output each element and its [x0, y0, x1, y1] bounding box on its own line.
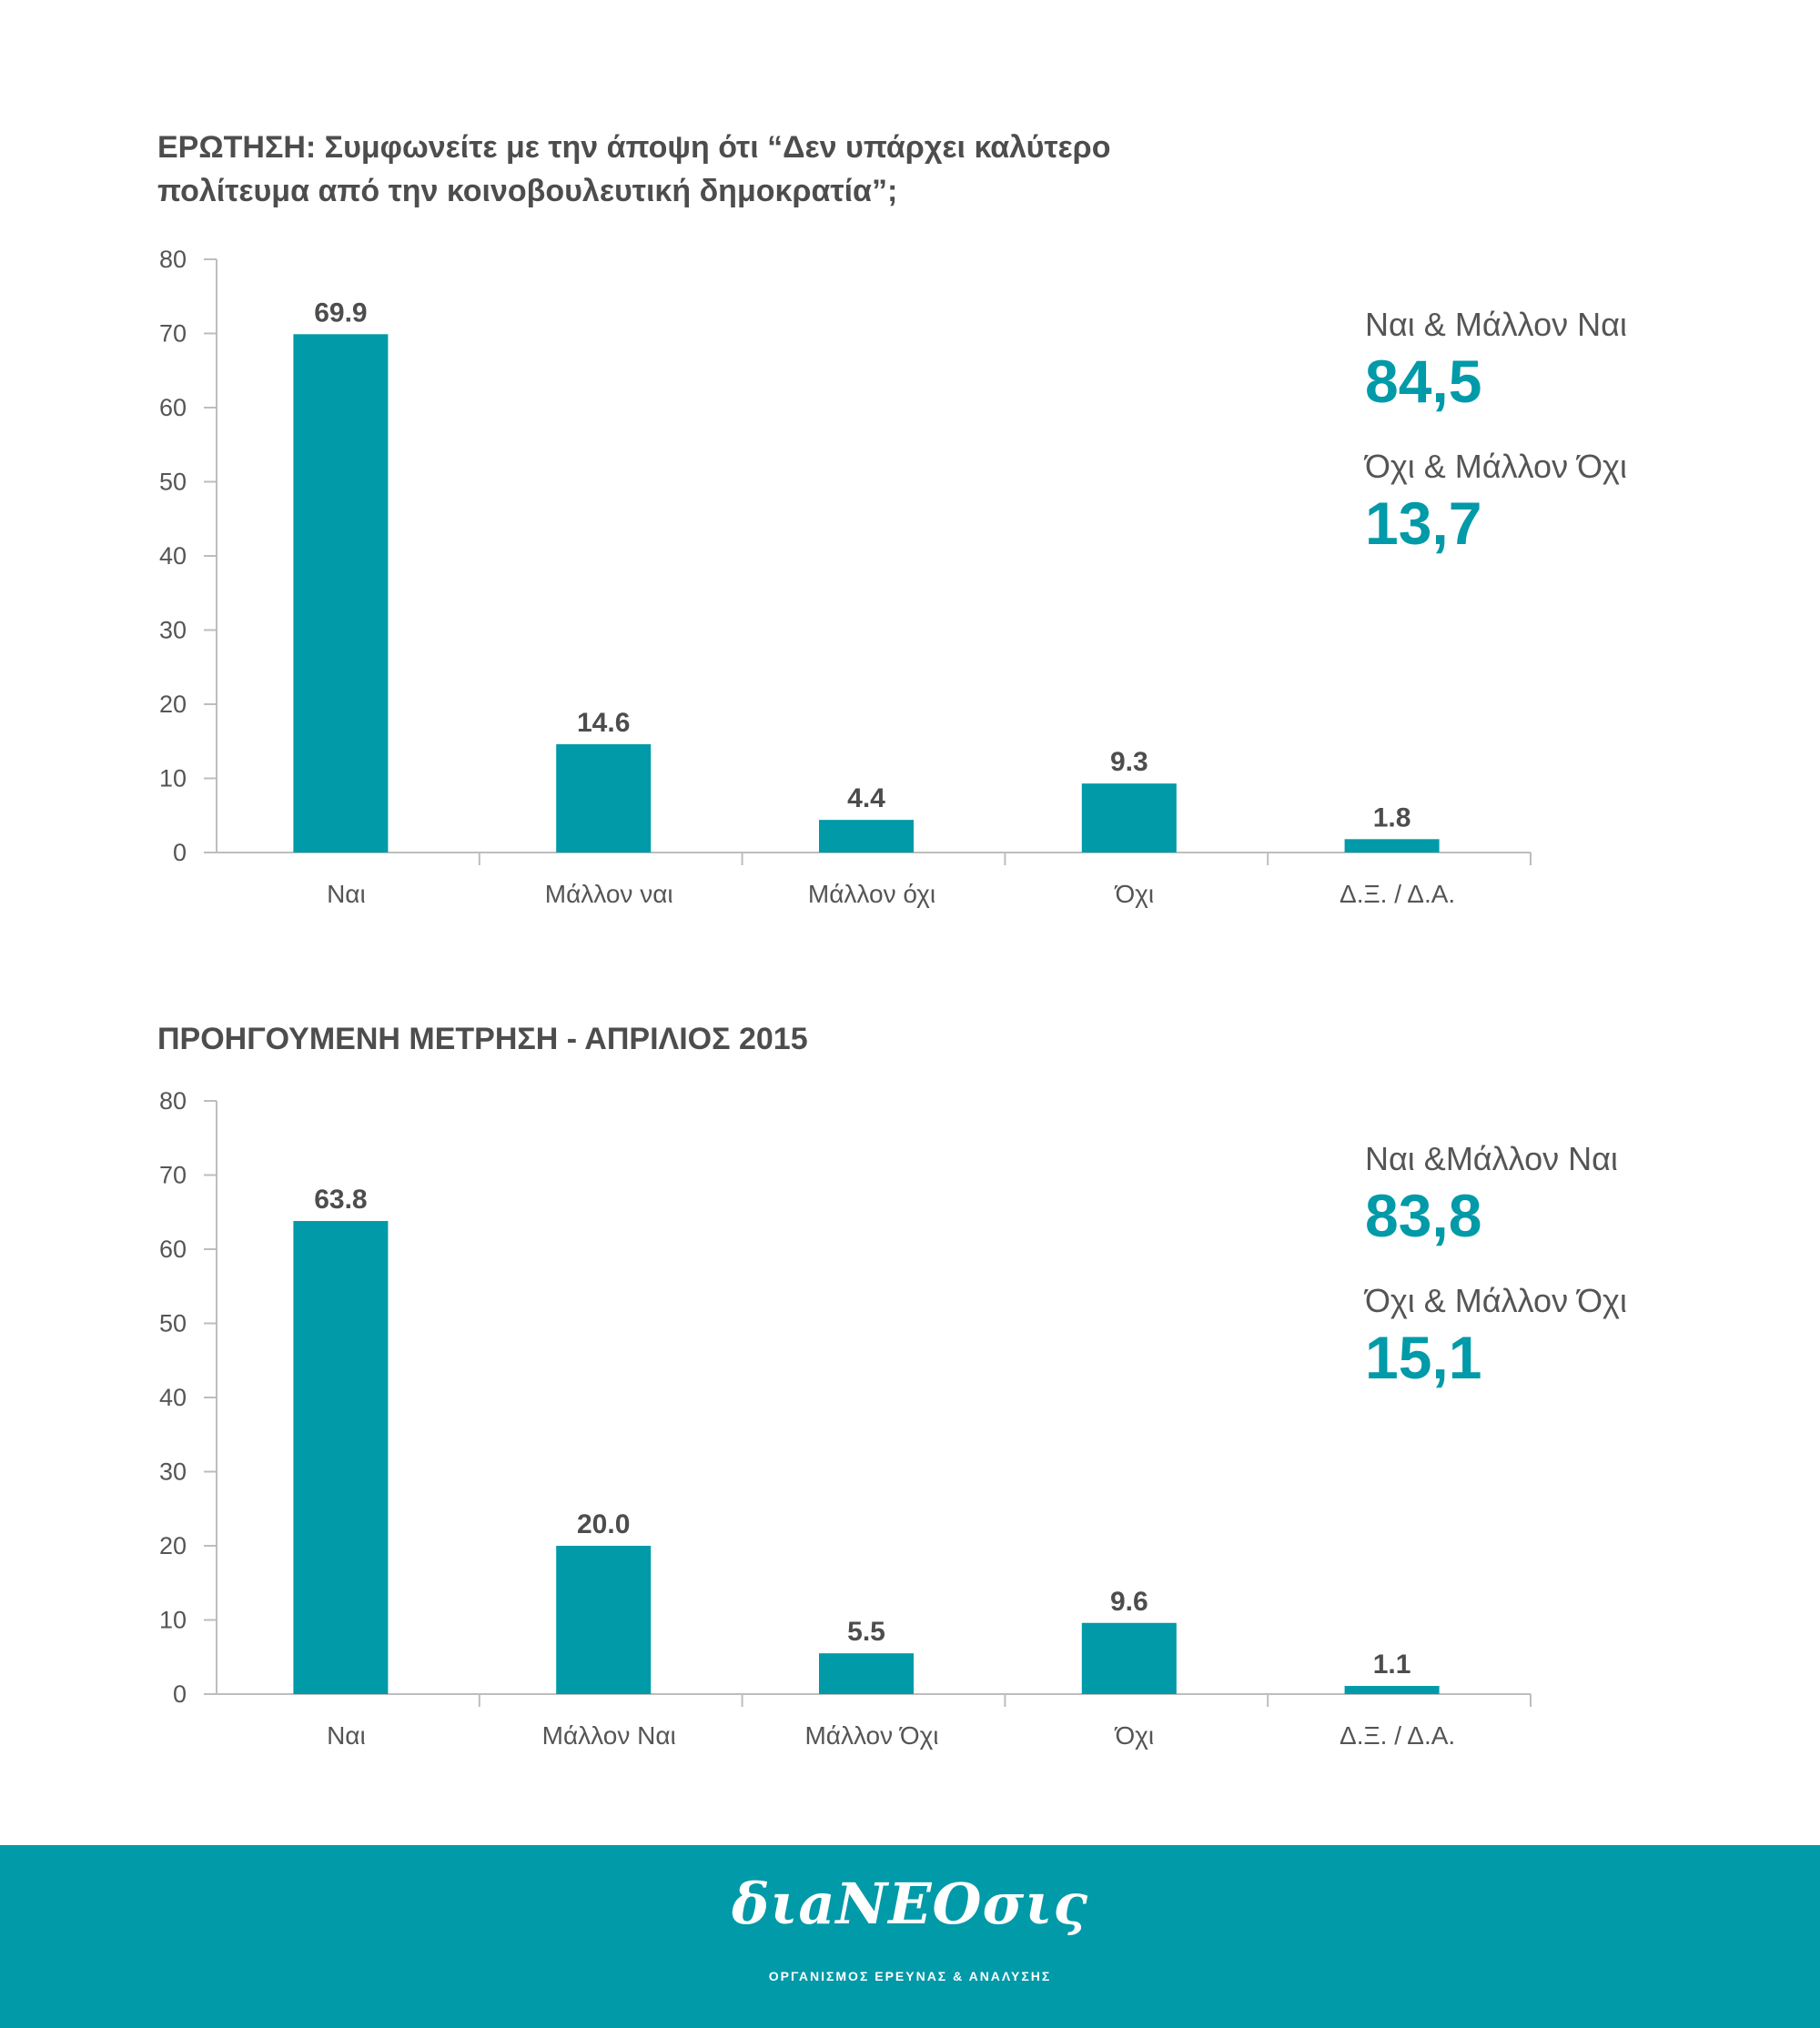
chart-1-title: ΕΡΩΤΗΣΗ: Συμφωνείτε με την άποψη ότι “Δε…	[157, 130, 1111, 208]
bar-4	[1081, 1622, 1177, 1694]
data-label: 69.9	[314, 298, 367, 328]
y-tick-label: 20	[159, 1532, 187, 1559]
bar-5	[1344, 839, 1440, 853]
bar-3	[819, 1653, 914, 1694]
category-label: Μάλλον Ναι	[542, 1721, 676, 1750]
bar-5	[1344, 1686, 1440, 1694]
category-label: Μάλλον ναι	[545, 880, 673, 908]
y-tick-label: 70	[159, 320, 187, 348]
category-label: Όχι	[1114, 880, 1154, 908]
y-tick-label: 50	[159, 1310, 187, 1337]
bar-3	[819, 820, 914, 853]
category-label: Ναι	[327, 880, 366, 908]
footer-band	[0, 1845, 1820, 2028]
data-label: 4.4	[847, 783, 885, 813]
y-tick-label: 60	[159, 394, 187, 421]
data-label: 9.3	[1110, 747, 1148, 777]
chart-2: 0 10 20 30 40 50 60 70 80 63.8 Ναι 20.0 Μάλλον Ναι 5.…	[0, 1078, 1820, 1770]
y-tick-label: 0	[173, 1680, 187, 1708]
summary-2-no-value: 15,1	[1365, 1324, 1482, 1391]
y-tick-label: 0	[173, 839, 187, 866]
y-tick-label: 40	[159, 542, 187, 570]
category-label: Μάλλον Όχι	[804, 1721, 938, 1750]
chart-1-summary: Ναι & Μάλλον Ναι 84,5 Όχι & Μάλλον Όχι 1…	[1365, 305, 1747, 560]
category-label: Δ.Ξ. / Δ.Α.	[1340, 880, 1455, 908]
y-tick-label: 40	[159, 1384, 187, 1411]
summary-1-yes-value: 84,5	[1365, 348, 1482, 415]
category-label: Ναι	[327, 1721, 366, 1750]
y-tick-label: 30	[159, 1458, 187, 1486]
category-label: Όχι	[1114, 1721, 1154, 1750]
y-tick-label: 50	[159, 469, 187, 496]
data-label: 5.5	[847, 1617, 885, 1647]
bar-2	[556, 1546, 652, 1694]
chart-1-svg: 0 10 20 30 40 50 60 70 80 69.9 Ναι 14.6 Μάλλον ναι 4.…	[159, 246, 1532, 908]
summary-2-no-label: Όχι & Μάλλον Όχι	[1365, 1282, 1627, 1319]
summary-2-yes-label: Ναι &Μάλλον Ναι	[1365, 1140, 1618, 1177]
bar-1	[293, 1221, 389, 1694]
bar-1	[293, 334, 389, 853]
summary-2-yes-value: 83,8	[1365, 1182, 1482, 1249]
data-label: 1.8	[1373, 802, 1411, 832]
summary-1-no-label: Όχι & Μάλλον Όχι	[1365, 448, 1627, 485]
chart-2-title: ΠΡΟΗΓΟΥΜΕΝΗ ΜΕΤΡΗΣΗ - ΑΠΡΙΛΙΟΣ 2015	[157, 1022, 808, 1056]
data-label: 1.1	[1373, 1650, 1411, 1680]
y-tick-label: 80	[159, 1087, 187, 1115]
y-tick-label: 70	[159, 1162, 187, 1189]
data-label: 20.0	[577, 1509, 630, 1539]
chart-1: 0 10 20 30 40 50 60 70 80 69.9 Ναι 14.6 Μάλλον ναι 4.…	[0, 237, 1820, 928]
category-label: Μάλλον όχι	[808, 880, 935, 908]
category-label: Δ.Ξ. / Δ.Α.	[1340, 1721, 1455, 1750]
y-tick-label: 60	[159, 1236, 187, 1263]
data-label: 9.6	[1110, 1587, 1148, 1617]
y-tick-label: 10	[159, 765, 187, 792]
y-tick-label: 80	[159, 246, 187, 273]
summary-1-no-value: 13,7	[1365, 489, 1482, 557]
data-label: 63.8	[314, 1185, 367, 1215]
chart-2-svg: 0 10 20 30 40 50 60 70 80 63.8 Ναι 20.0 Μάλλον Ναι 5.…	[159, 1087, 1532, 1750]
y-tick-label: 30	[159, 617, 187, 644]
y-tick-label: 20	[159, 691, 187, 718]
y-tick-label: 10	[159, 1607, 187, 1634]
bar-4	[1081, 783, 1177, 853]
dianeosis-logo: διaNEOσις	[732, 1871, 1088, 1937]
bar-2	[556, 744, 652, 853]
summary-1-yes-label: Ναι & Μάλλον Ναι	[1365, 306, 1627, 343]
chart-2-summary: Ναι &Μάλλον Ναι 83,8 Όχι & Μάλλον Όχι 15…	[1365, 1139, 1747, 1394]
data-label: 14.6	[577, 708, 630, 738]
logo-subtitle: ΟΡΓΑΝΙΣΜΟΣ ΕΡΕΥΝΑΣ & ΑΝΑΛΥΣΗΣ	[768, 1969, 1052, 1983]
